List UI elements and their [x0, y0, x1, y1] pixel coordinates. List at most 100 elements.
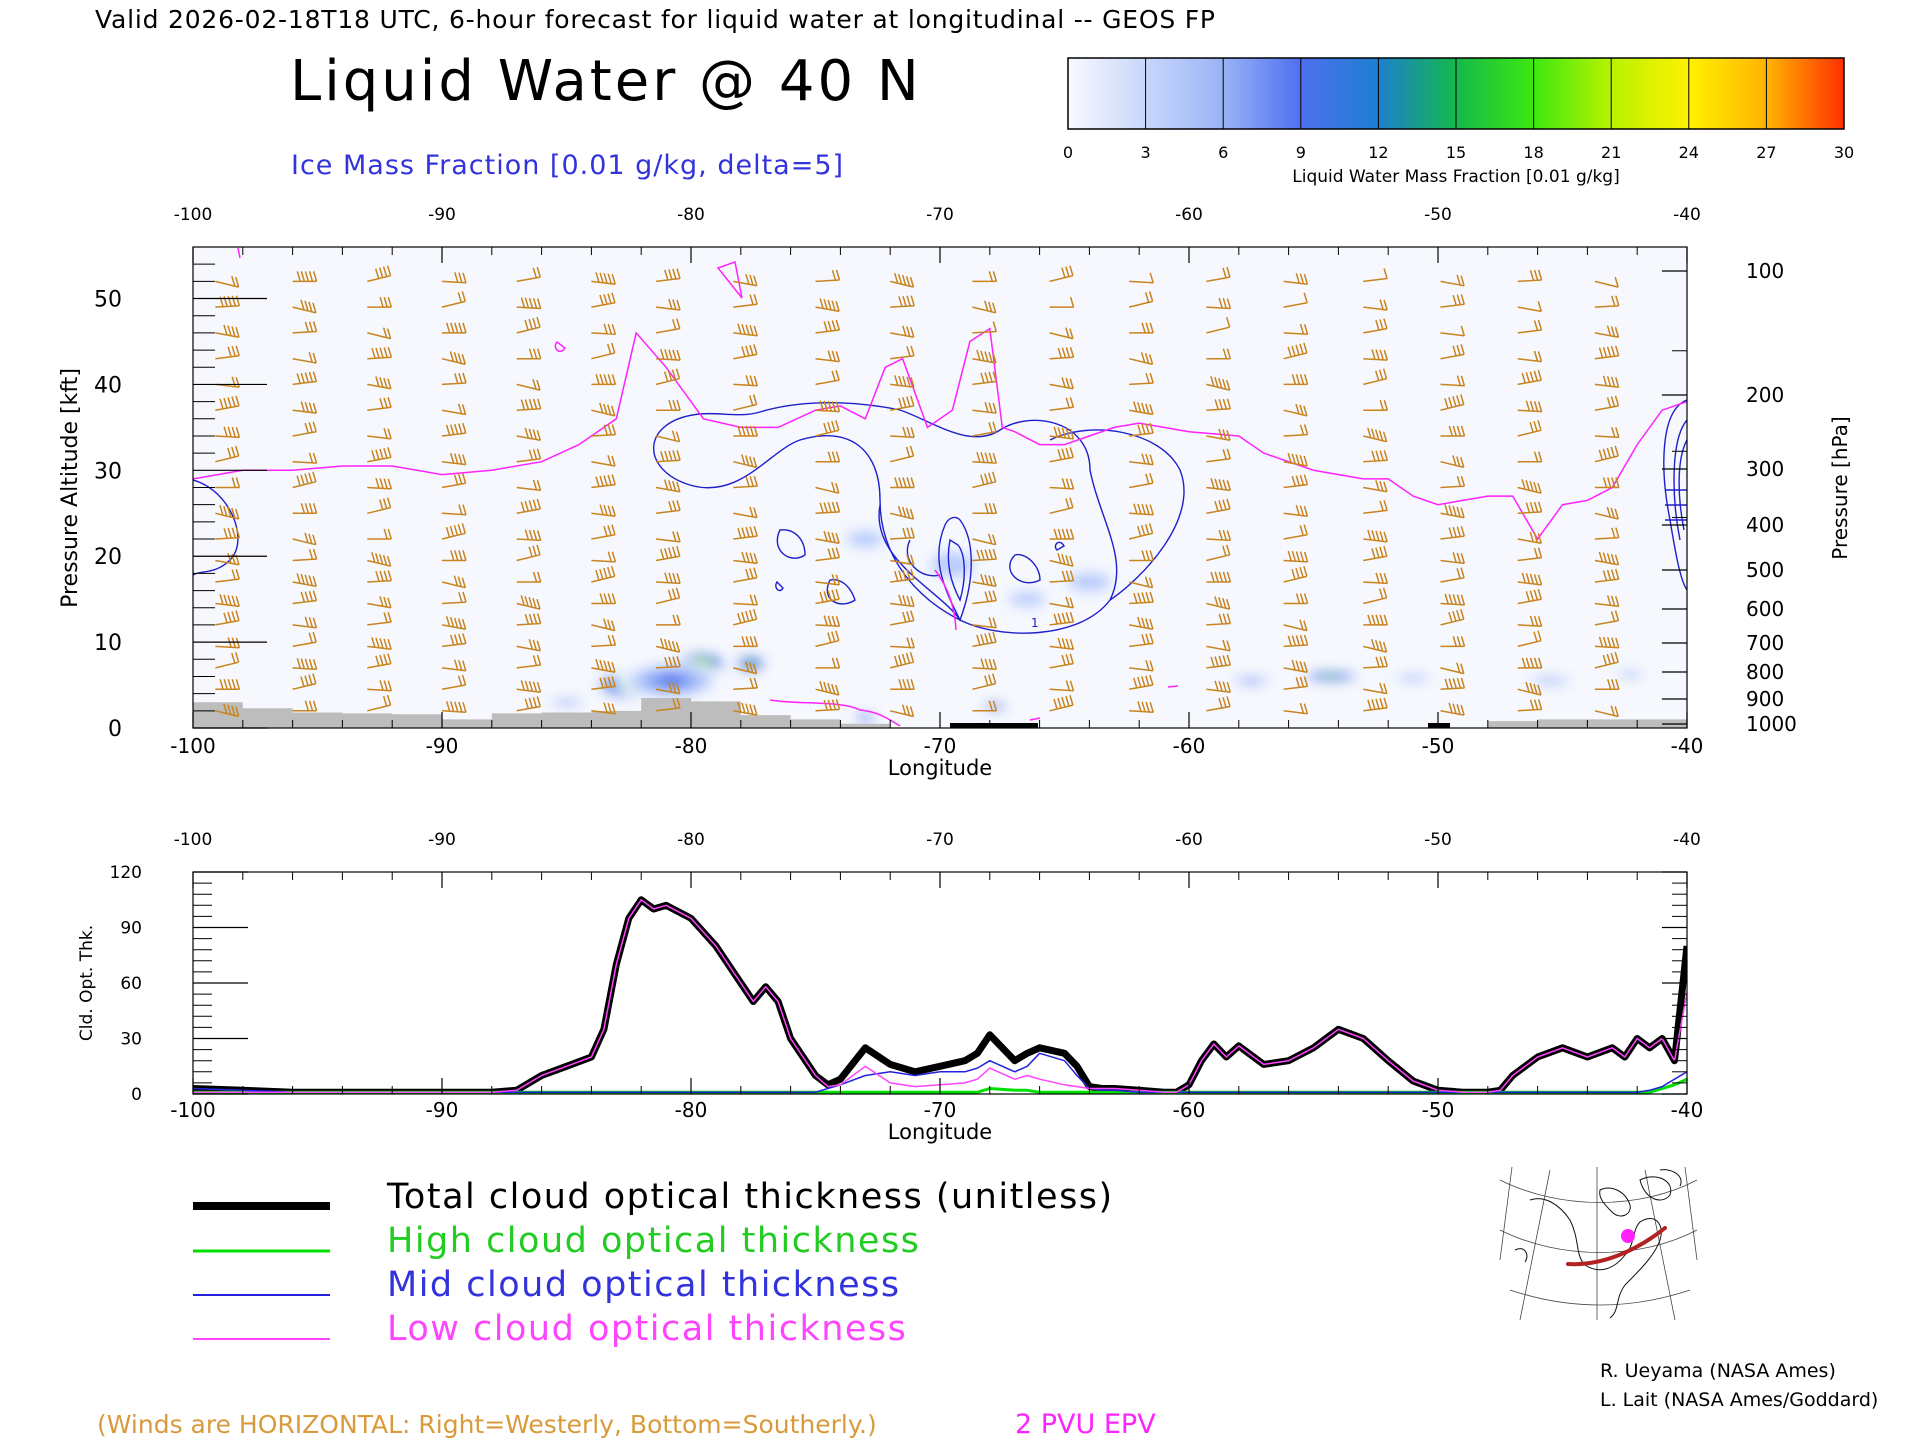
wind-barb — [972, 421, 997, 437]
ice-contour — [1054, 541, 1065, 551]
wind-barb — [1206, 448, 1232, 463]
inset-track — [1566, 1226, 1667, 1267]
wind-barb — [733, 323, 758, 337]
wind-barb — [1129, 591, 1154, 605]
wind-barb — [1594, 506, 1619, 520]
bottom-x-tick-label-upper: -40 — [1673, 830, 1701, 850]
wind-barb — [656, 268, 681, 283]
wind-barb — [292, 573, 317, 588]
wind-barb — [367, 265, 392, 283]
ice-contour — [775, 580, 784, 592]
top-x-tick-label-upper: -40 — [1673, 205, 1701, 225]
wind-barb — [292, 351, 317, 364]
wind-barb — [972, 371, 997, 386]
wind-barb — [656, 697, 681, 712]
bottom-x-tick-label: -70 — [924, 1098, 957, 1122]
wind-barb — [1206, 596, 1231, 610]
wind-barb — [1283, 504, 1309, 517]
wind-barb — [1283, 474, 1309, 489]
wind-barb — [815, 615, 841, 628]
wind-barb — [1594, 651, 1619, 669]
wind-barb — [292, 321, 318, 334]
bottom-y-tick-label: 90 — [120, 919, 142, 939]
ice-label: Ice Mass Fraction [0.01 g/kg, delta=5] — [291, 150, 844, 181]
wind-barb — [1363, 638, 1388, 653]
wind-barb — [516, 266, 542, 283]
wind-barb — [591, 524, 616, 540]
wind-barb — [1206, 348, 1232, 360]
wind-barb — [516, 427, 542, 442]
wind-barb — [441, 504, 467, 516]
wind-barb — [1206, 529, 1232, 542]
bottom-y-tick-label: 0 — [131, 1085, 142, 1105]
wind-barb — [1129, 576, 1154, 589]
wind-barb — [367, 570, 393, 583]
p-tick-label: 400 — [1746, 513, 1784, 537]
wind-barb — [733, 375, 759, 387]
wind-barb — [1440, 294, 1466, 308]
wind-barb — [656, 348, 681, 361]
wind-barb — [1594, 276, 1619, 288]
wind-barb — [733, 551, 758, 565]
wind-barb — [1206, 654, 1232, 669]
wind-barb — [1049, 265, 1074, 283]
wind-barb — [442, 550, 467, 562]
wind-barb — [733, 273, 758, 287]
wind-barb — [972, 321, 998, 334]
bottom-x-tick-label: -100 — [170, 1098, 215, 1122]
wind-barb — [516, 696, 542, 712]
wind-barb — [733, 344, 758, 360]
wind-barb — [441, 422, 467, 437]
wind-barb — [516, 316, 541, 334]
wind-barb — [1283, 702, 1309, 715]
top-x-tick-label: -90 — [426, 734, 459, 758]
epv-2pvu-line — [769, 699, 901, 727]
credit-2: L. Lait (NASA Ames/Goddard) — [1600, 1389, 1878, 1411]
bottom-x-tick-label-upper: -80 — [677, 830, 705, 850]
wind-barb — [367, 346, 393, 360]
wind-barb — [890, 395, 915, 411]
wind-barb — [215, 504, 240, 520]
wind-barb — [972, 590, 997, 605]
credit-1: R. Ueyama (NASA Ames) — [1600, 1360, 1836, 1382]
wind-barb — [1049, 346, 1075, 360]
wind-barb — [733, 636, 759, 648]
wind-barb — [1206, 639, 1231, 652]
wind-barb — [656, 656, 681, 669]
wind-barb — [1049, 553, 1074, 567]
wind-barb — [815, 530, 840, 545]
bottom-chart: -100 -100 -90 -90 -80 -80 -70 -70 -60 -60 -50 -50 -4… — [77, 830, 1703, 1144]
wind-barb — [972, 349, 997, 364]
ice-contour — [1673, 419, 1687, 541]
bottom-x-tick-label: -60 — [1173, 1098, 1206, 1122]
liquid-water-blob — [1067, 572, 1112, 592]
wind-barb — [516, 398, 542, 411]
wind-barb — [1363, 500, 1388, 515]
wind-barb — [1363, 572, 1389, 585]
liquid-water-blob — [846, 530, 884, 548]
wind-barb — [441, 272, 467, 284]
wind-barb — [215, 637, 241, 649]
wind-barb — [655, 430, 681, 443]
wind-barb — [1517, 350, 1543, 363]
legend: Total cloud optical thickness (unitless)… — [193, 1177, 1112, 1349]
wind-barb — [1517, 615, 1543, 628]
wind-barb — [1440, 375, 1466, 387]
wind-barb — [367, 296, 393, 308]
wind-barb — [215, 651, 240, 669]
inset-map — [1497, 1166, 1698, 1321]
wind-barb — [215, 568, 240, 583]
wind-barb — [367, 653, 392, 669]
wind-barb — [441, 591, 467, 605]
top-y-tick-label: 20 — [94, 545, 122, 570]
wind-barb — [591, 402, 616, 417]
wind-barb — [1440, 525, 1466, 540]
wind-barb — [1594, 295, 1620, 308]
wind-barb — [292, 700, 318, 712]
wind-barb — [1517, 681, 1542, 696]
wind-barb — [516, 544, 541, 562]
wind-barb — [733, 661, 758, 675]
wind-barb — [367, 637, 392, 651]
legend-high: High cloud optical thickness — [387, 1221, 920, 1261]
